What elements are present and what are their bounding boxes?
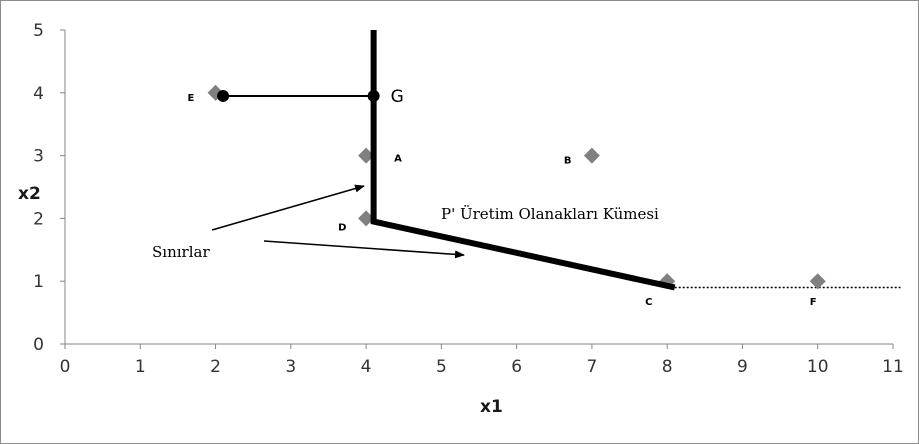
x-tick-label: 2 [210, 357, 221, 377]
y-tick-label: 0 [33, 335, 44, 355]
x-tick-label: 3 [285, 357, 296, 377]
marks: E A B D C F G [188, 30, 901, 308]
x-tick-label: 7 [586, 357, 597, 377]
x-tick-label: 9 [737, 357, 748, 377]
y-axis-label: x2 [18, 184, 41, 204]
x-axis-label: x1 [480, 397, 503, 417]
data-point-d [358, 210, 375, 227]
boundary-label: Sınırlar [152, 243, 210, 261]
y-tick-label: 5 [33, 21, 44, 41]
point-label-a: A [394, 154, 402, 165]
y-tick-label: 3 [33, 147, 44, 167]
data-point-f [809, 273, 826, 290]
x-tick-label: 1 [135, 357, 146, 377]
data-point-b [583, 147, 600, 164]
point-label-d: D [338, 222, 346, 233]
boundary-arrow-right [263, 240, 465, 259]
x-tick-label: 0 [60, 357, 71, 377]
x-tick-label: 6 [511, 357, 522, 377]
boundary-arrow-up [211, 184, 365, 231]
x-tick-label: 5 [436, 357, 447, 377]
point-label-b: B [564, 156, 572, 167]
x-ticks: 0 1 2 3 4 5 6 7 8 9 10 11 [60, 344, 904, 377]
y-tick-label: 4 [33, 84, 44, 104]
region-label: P' Üretim Olanakları Kümesi [441, 205, 659, 223]
y-ticks: 0 1 2 3 4 5 [33, 21, 65, 355]
x-tick-label: 4 [361, 357, 372, 377]
point-label-g: G [391, 87, 404, 107]
data-point-a [358, 147, 375, 164]
x-tick-label: 8 [662, 357, 673, 377]
projection-start-dot [217, 89, 230, 102]
x-tick-label: 10 [807, 357, 829, 377]
y-tick-label: 2 [33, 209, 44, 229]
x-tick-label: 11 [882, 357, 904, 377]
point-label-e: E [188, 93, 195, 104]
frontier-line [370, 30, 676, 291]
y-tick-label: 1 [33, 272, 44, 292]
point-label-f: F [810, 297, 817, 308]
axes [64, 30, 893, 345]
point-label-c: C [645, 297, 652, 308]
